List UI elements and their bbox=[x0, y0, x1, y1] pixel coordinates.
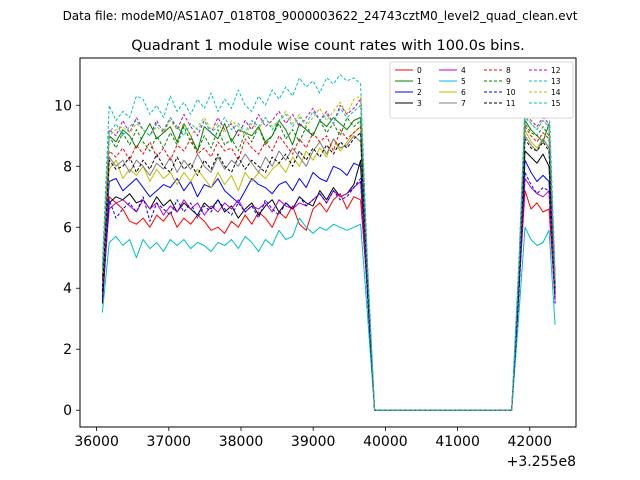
series-line-13 bbox=[101, 74, 556, 411]
series-line-9 bbox=[101, 117, 556, 411]
x-tick-label: 38000 bbox=[219, 434, 264, 450]
axes-background bbox=[80, 58, 576, 427]
legend-label-14: 14 bbox=[551, 88, 561, 97]
legend-label-8: 8 bbox=[506, 66, 511, 75]
legend-label-12: 12 bbox=[551, 66, 561, 75]
x-tick-label: 36000 bbox=[74, 434, 119, 450]
legend-label-5: 5 bbox=[461, 77, 466, 86]
y-tick-label: 10 bbox=[54, 98, 72, 114]
x-tick-label: 40000 bbox=[363, 434, 408, 450]
legend-label-13: 13 bbox=[551, 77, 561, 86]
legend-label-3: 3 bbox=[417, 99, 422, 108]
legend-label-11: 11 bbox=[506, 99, 516, 108]
x-tick-label: 37000 bbox=[147, 434, 192, 450]
figure-suptitle: Data file: modeM0/AS1A07_018T08_90000036… bbox=[63, 9, 578, 23]
x-tick-label: 42000 bbox=[508, 434, 553, 450]
legend-label-6: 6 bbox=[461, 88, 466, 97]
y-axis: 0 2 4 6 8 10 bbox=[54, 98, 80, 419]
legend-label-15: 15 bbox=[551, 99, 561, 108]
legend-label-2: 2 bbox=[417, 88, 422, 97]
series-layer bbox=[101, 74, 556, 411]
series-line-10 bbox=[101, 171, 556, 411]
y-tick-label: 6 bbox=[63, 220, 72, 236]
legend-frame bbox=[389, 61, 574, 119]
x-tick-label: 41000 bbox=[435, 434, 480, 450]
chart-title: Quadrant 1 module wise count rates with … bbox=[131, 38, 525, 54]
legend-label-1: 1 bbox=[417, 77, 422, 86]
x-axis: 36000 37000 38000 39000 40000 41000 42000 bbox=[74, 427, 552, 450]
x-tick-label: 39000 bbox=[291, 434, 336, 450]
legend-label-10: 10 bbox=[506, 88, 516, 97]
legend-label-0: 0 bbox=[417, 66, 422, 75]
x-offset-label: +3.255e8 bbox=[507, 454, 576, 470]
legend-label-7: 7 bbox=[461, 99, 466, 108]
series-line-8 bbox=[101, 126, 556, 411]
y-tick-label: 4 bbox=[63, 281, 72, 297]
legend-label-4: 4 bbox=[461, 66, 466, 75]
y-tick-label: 2 bbox=[63, 342, 72, 358]
y-tick-label: 8 bbox=[63, 159, 72, 175]
plot-area: 36000 37000 38000 39000 40000 41000 42000 0 2 4 6… bbox=[54, 57, 577, 470]
series-line-15 bbox=[101, 104, 556, 411]
legend-label-9: 9 bbox=[506, 77, 511, 86]
y-tick-label: 0 bbox=[63, 403, 72, 419]
axes-frame bbox=[79, 57, 577, 428]
